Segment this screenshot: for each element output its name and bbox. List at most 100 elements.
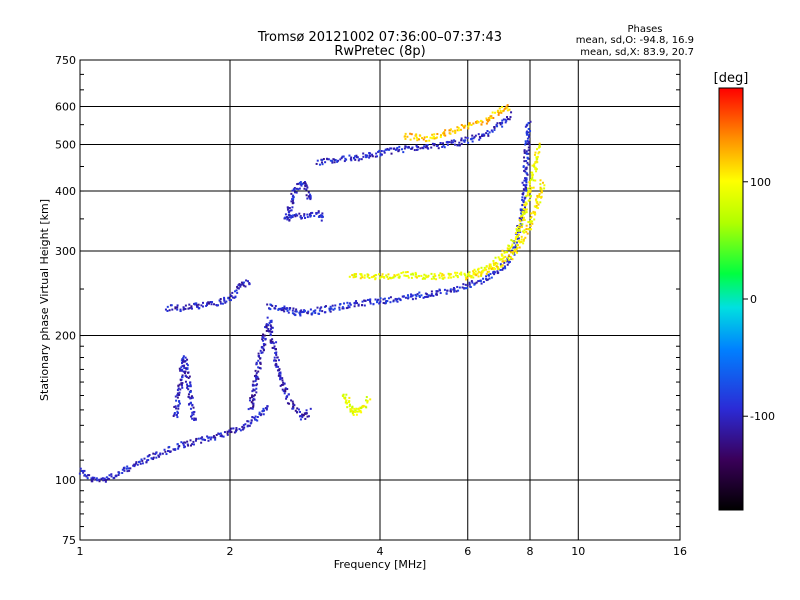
data-point [431,133,434,136]
data-point [221,435,224,438]
data-point [275,353,278,356]
data-point [522,201,525,204]
data-point [341,395,344,398]
data-point [522,210,525,213]
data-point [303,187,306,190]
data-point [487,273,490,276]
data-point [480,123,483,126]
data-point [525,131,528,134]
data-point [358,158,361,161]
data-point [460,142,463,145]
data-point [392,276,395,279]
data-point [426,295,429,298]
data-point [269,308,272,311]
data-point [349,158,352,161]
data-point [187,376,190,379]
data-point [304,417,307,420]
data-point [342,155,345,158]
data-point [495,123,498,126]
data-point [115,474,118,477]
data-point [485,132,488,135]
data-point [438,274,441,277]
data-point [454,129,457,132]
data-point [483,266,486,269]
data-point [452,286,455,289]
data-point [85,475,88,478]
data-point [437,147,440,150]
data-point [453,139,456,142]
data-point [492,266,495,269]
data-point [461,125,464,128]
data-point [348,396,351,399]
data-point [366,298,369,301]
data-point [188,375,191,378]
data-point [288,216,291,219]
data-point [313,215,316,218]
data-point [266,316,269,319]
data-point [487,117,490,120]
data-point [519,215,522,218]
data-point [521,215,524,218]
data-point [511,246,514,249]
data-point [525,211,528,214]
data-point [177,446,180,449]
data-point [360,274,363,277]
data-point [176,410,179,413]
data-point [526,137,529,140]
data-point [519,208,522,211]
data-point [290,200,293,203]
data-point [272,342,275,345]
data-point [190,415,193,418]
data-point [531,222,534,225]
data-point [488,265,491,268]
data-point [101,477,104,480]
data-point [266,405,269,408]
data-point [290,214,293,217]
data-point [400,272,403,275]
data-point [298,311,301,314]
data-point [389,296,392,299]
data-point [426,144,429,147]
data-point [193,417,196,420]
data-point [251,416,254,419]
data-point [176,396,179,399]
data-point [207,439,210,442]
data-point [480,282,483,285]
data-point [382,301,385,304]
data-point [262,333,265,336]
data-point [491,111,494,114]
data-point [181,358,184,361]
data-point [364,299,367,302]
data-point [230,295,233,298]
data-point [270,330,273,333]
data-point [357,407,360,410]
data-point [502,109,505,112]
data-point [410,133,413,136]
data-point [301,311,304,314]
data-point [501,257,504,260]
data-point [383,150,386,153]
data-point [404,296,407,299]
data-point [458,272,461,275]
data-point [235,289,238,292]
data-point [362,404,365,407]
data-point [528,183,531,186]
data-point [345,399,348,402]
data-point [496,267,499,270]
data-point [526,157,529,160]
data-point [433,137,436,140]
data-point [369,300,372,303]
data-point [309,214,312,217]
data-point [250,395,253,398]
data-point [265,408,268,411]
data-point [96,479,99,482]
data-point [256,383,259,386]
data-point [523,231,526,234]
data-point [374,298,377,301]
x-tick-label: 8 [527,545,534,558]
data-point [534,179,537,182]
data-point [192,440,195,443]
data-point [271,326,274,329]
data-point [415,295,418,298]
